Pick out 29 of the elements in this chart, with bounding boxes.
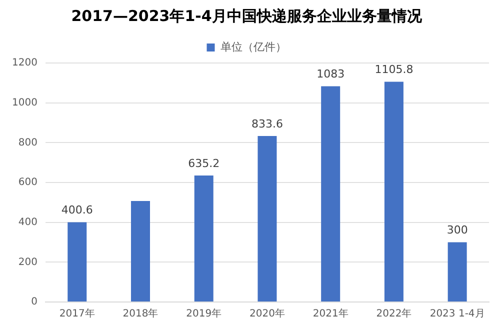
y-tick-label: 1000 <box>12 97 38 108</box>
x-tick-label: 2020年 <box>250 308 285 320</box>
chart-title: 2017—2023年1-4月中国快递服务企业业务量情况 <box>71 6 423 25</box>
y-tick-label: 400 <box>18 216 38 228</box>
bar <box>194 175 214 302</box>
x-tick-label: 2023 1-4月 <box>430 308 485 320</box>
bar <box>448 242 467 302</box>
data-label: 1083 <box>316 68 345 81</box>
y-tick-label: 200 <box>18 256 38 268</box>
y-tick-label: 800 <box>18 137 38 148</box>
x-tick-label: 2017年 <box>59 308 95 320</box>
x-tick-label: 2021年 <box>312 308 348 320</box>
bar <box>68 222 87 302</box>
bar <box>321 86 340 302</box>
x-tick-label: 2018年 <box>122 308 158 320</box>
data-label: 635.2 <box>188 156 220 170</box>
bar <box>130 201 150 302</box>
x-tick-label: 2019年 <box>186 308 222 320</box>
y-tick-label: 0 <box>31 296 38 308</box>
bar <box>384 82 404 302</box>
x-tick-label: 2022年 <box>376 308 412 320</box>
y-tick-label: 1200 <box>12 58 38 69</box>
data-label: 833.6 <box>251 117 283 130</box>
bar <box>258 136 277 302</box>
legend-label: 单位（亿件） <box>220 40 286 54</box>
data-label: 300 <box>446 224 468 237</box>
data-label: 1105.8 <box>374 63 414 76</box>
data-label: 400.6 <box>61 204 93 217</box>
y-tick-label: 600 <box>18 177 38 188</box>
